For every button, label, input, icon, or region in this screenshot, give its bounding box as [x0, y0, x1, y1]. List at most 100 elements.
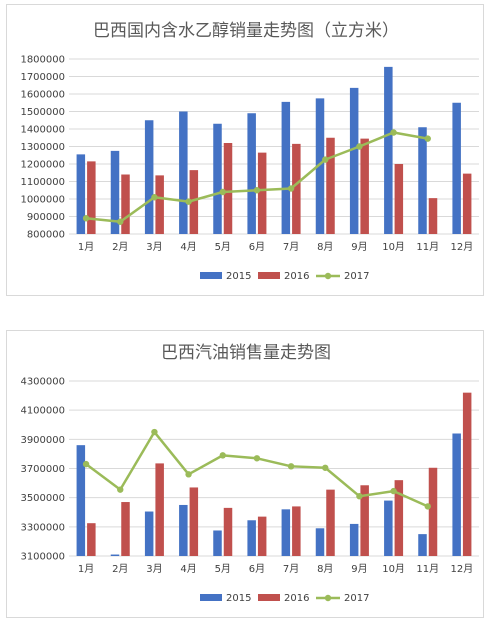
point-2017 — [117, 486, 124, 493]
y-tick-label: 800000 — [27, 230, 65, 241]
bar-2015 — [144, 511, 154, 556]
x-tick-label: 10月 — [382, 563, 405, 575]
y-tick-label: 1700000 — [20, 72, 65, 83]
bar-2016 — [121, 174, 130, 234]
y-tick-label: 4100000 — [20, 406, 65, 417]
bar-2015 — [76, 154, 86, 234]
point-2017 — [82, 215, 90, 222]
x-tick-label: 3月 — [146, 563, 162, 575]
bar-2015 — [213, 123, 222, 234]
legend-swatch-2015 — [200, 594, 222, 601]
bar-2016 — [292, 506, 301, 556]
point-2017 — [390, 487, 397, 495]
x-tick-label: 6月 — [249, 241, 265, 253]
x-tick-label: 1月 — [78, 563, 94, 575]
y-tick-label: 4300000 — [20, 377, 65, 388]
gasoline-chart-panel: 巴西汽油销售量走势图 3100000 3300000 3500000 3700000 3… — [6, 330, 484, 618]
x-tick-label: 7月 — [283, 563, 299, 575]
legend-swatch-2016 — [258, 272, 280, 279]
bar-2016 — [428, 198, 438, 234]
bar-2016 — [189, 487, 199, 556]
x-tick-label: 9月 — [351, 563, 367, 575]
bar-2015 — [281, 101, 291, 234]
y-tick-label: 1100000 — [20, 177, 65, 188]
bar-2015 — [247, 520, 256, 556]
y-tick-label: 900000 — [27, 212, 65, 223]
legend-marker-2017 — [324, 594, 332, 602]
point-2017 — [356, 493, 363, 500]
y-tick-label: 3500000 — [20, 493, 65, 504]
x-tick-label: 8月 — [317, 241, 333, 253]
bar-2015 — [281, 509, 291, 556]
x-tick-label: 12月 — [451, 563, 474, 575]
point-2017 — [424, 503, 431, 510]
x-tick-label: 4月 — [180, 563, 196, 575]
bar-2016 — [87, 523, 96, 556]
point-2017 — [82, 460, 90, 468]
point-2017 — [322, 156, 329, 163]
point-2017 — [356, 143, 363, 150]
point-2017 — [322, 464, 329, 471]
legend-label: 2017 — [344, 271, 369, 282]
bar-2015 — [384, 500, 393, 556]
x-tick-label: 9月 — [351, 241, 367, 253]
point-2017 — [424, 135, 431, 142]
legend-label: 2015 — [226, 271, 251, 282]
line-2017 — [85, 430, 429, 508]
bar-2016 — [462, 392, 472, 556]
y-tick-label: 1400000 — [20, 125, 65, 136]
x-tick-label: 11月 — [416, 241, 439, 253]
y-tick-label: 1000000 — [20, 195, 65, 206]
chart-title: 巴西国内含水乙醇销量走势图（立方米） — [93, 21, 399, 41]
point-2017 — [117, 218, 124, 225]
bar-2015 — [110, 554, 120, 556]
bar-2016 — [223, 507, 233, 556]
point-2017 — [253, 187, 261, 194]
bar-2015 — [76, 445, 86, 556]
x-tick-label: 12月 — [451, 241, 474, 253]
bar-2015 — [418, 534, 427, 556]
bar-2015 — [144, 120, 154, 234]
bar-2016 — [360, 485, 369, 556]
bar-2015 — [349, 523, 359, 556]
point-2017 — [151, 194, 158, 201]
bar-2016 — [223, 143, 233, 234]
legend-swatch-2015 — [200, 272, 222, 279]
bar-2016 — [326, 489, 335, 556]
x-tick-label: 6月 — [249, 563, 265, 575]
bar-2015 — [315, 528, 325, 556]
y-tick-label: 1200000 — [20, 160, 65, 171]
legend-label: 2017 — [344, 593, 369, 604]
bar-2016 — [292, 143, 301, 234]
bar-2016 — [462, 173, 472, 234]
bar-2016 — [257, 516, 267, 556]
point-2017 — [219, 452, 226, 459]
legend-marker-2017 — [324, 272, 332, 280]
x-tick-label: 8月 — [317, 563, 333, 575]
bar-2016 — [257, 152, 267, 234]
bar-2015 — [349, 87, 359, 234]
legend-swatch-2016 — [258, 594, 280, 601]
point-2017 — [151, 428, 158, 436]
x-tick-label: 1月 — [78, 241, 94, 253]
bar-2015 — [452, 433, 461, 556]
x-tick-label: 7月 — [283, 241, 299, 253]
point-2017 — [185, 471, 192, 478]
bar-2016 — [155, 175, 164, 234]
x-tick-label: 11月 — [416, 563, 439, 575]
bar-2015 — [384, 66, 393, 234]
bar-2015 — [179, 111, 188, 234]
x-tick-label: 2月 — [112, 241, 128, 253]
bar-2016 — [394, 480, 404, 556]
bar-2016 — [428, 467, 438, 556]
line-2017 — [85, 131, 428, 223]
bar-2015 — [418, 127, 427, 234]
point-2017 — [185, 198, 192, 205]
point-2017 — [287, 463, 295, 470]
bar-2016 — [155, 463, 164, 556]
gasoline-chart: 巴西汽油销售量走势图 3100000 3300000 3500000 3700000 3… — [20, 343, 479, 604]
y-tick-label: 1500000 — [20, 107, 65, 118]
bar-2016 — [87, 161, 96, 234]
x-tick-label: 4月 — [180, 241, 196, 253]
ethanol-chart: 巴西国内含水乙醇销量走势图（立方米） 800000 900000 1000000 11… — [20, 21, 479, 282]
